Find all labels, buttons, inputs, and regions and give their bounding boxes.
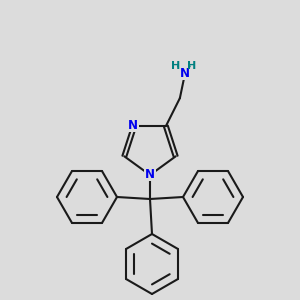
Text: N: N (128, 119, 138, 132)
Text: N: N (180, 67, 190, 80)
Text: N: N (145, 167, 155, 181)
Text: H: H (187, 61, 196, 71)
Text: H: H (171, 61, 181, 71)
